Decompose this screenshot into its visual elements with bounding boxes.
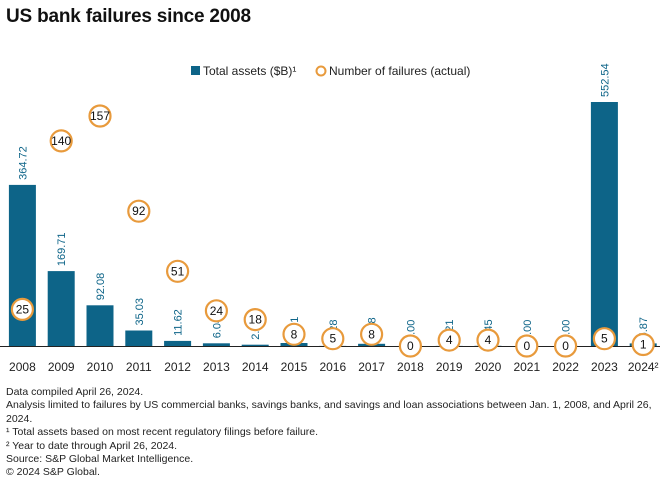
footnote-source: Source: S&P Global Market Intelligence. [6, 453, 194, 466]
failure-circle [476, 328, 500, 352]
failure-marker: 51 [166, 259, 190, 283]
x-tick-label: 2008 [9, 360, 36, 374]
failure-count-label: 4 [485, 333, 492, 347]
failure-circle [88, 104, 112, 128]
bar-total-assets-2013 [202, 343, 230, 346]
bar-total-assets-2008 [8, 184, 36, 346]
failure-count-label: 140 [51, 134, 71, 148]
failure-count-label: 8 [368, 327, 375, 341]
failure-circle [398, 334, 422, 358]
x-tick-label: 2018 [397, 360, 424, 374]
legend-label-failures: Number of failures (actual) [329, 64, 470, 78]
x-tick-label: 2012 [164, 360, 191, 374]
footnote-data-compiled: Data compiled April 26, 2024. [6, 386, 144, 398]
failure-marker: 18 [243, 308, 267, 332]
bar-total-assets-2023 [590, 102, 618, 346]
failure-marker: 24 [204, 299, 228, 323]
x-tick-label: 2017 [358, 360, 385, 374]
bar-total-assets-2011 [125, 330, 153, 346]
failure-count-label: 51 [171, 264, 185, 278]
failure-circle [10, 297, 34, 321]
failure-circle [592, 327, 617, 351]
bar-value-label: 169.71 [56, 232, 68, 266]
chart-area: Total assets ($B)¹ Number of failures (ac… [0, 63, 660, 374]
failure-count-label: 18 [249, 313, 263, 327]
failure-circle [49, 129, 73, 153]
bar-total-assets-2012 [164, 340, 192, 346]
failure-count-label: 8 [291, 327, 298, 341]
failure-marker: 0 [515, 334, 539, 358]
x-tick-label: 2022 [552, 360, 579, 374]
bar-value-label: 6.04 [211, 317, 223, 338]
bar-total-assets-2010 [86, 305, 114, 346]
failure-circle [127, 199, 151, 223]
failure-circle [243, 308, 267, 332]
failure-marker: 25 [10, 297, 34, 321]
bar-value-label: 552.54 [599, 63, 611, 97]
failure-circle [553, 334, 578, 358]
x-tick-label: 2014 [242, 360, 269, 374]
x-tick-label: 2016 [319, 360, 346, 374]
failure-marker: 8 [282, 322, 306, 346]
x-tick-label: 2013 [203, 360, 230, 374]
legend-label-total-assets: Total assets ($B)¹ [203, 64, 296, 78]
failure-marker: 0 [553, 334, 578, 358]
footnote-year-to-date: ² Year to date through April 26, 2024. [6, 439, 178, 452]
failure-count-label: 0 [523, 339, 530, 353]
legend: Total assets ($B)¹ Number of failures (ac… [191, 64, 470, 78]
failure-count-label: 1 [640, 338, 647, 352]
failure-marker: 140 [49, 129, 73, 153]
failure-circle [437, 328, 461, 352]
x-tick-label: 2009 [48, 360, 75, 374]
footnote-total-assets: ¹ Total assets based on most recent regu… [6, 426, 319, 439]
chart-title: US bank failures since 2008 [6, 6, 251, 27]
failure-circle [282, 322, 306, 346]
failure-circle [515, 334, 539, 358]
failure-marker: 8 [360, 322, 384, 346]
failure-circle [166, 259, 190, 283]
failure-count-label: 24 [210, 304, 224, 318]
failure-marker: 157 [88, 104, 112, 128]
failure-circle [360, 322, 384, 346]
x-tick-label: 2021 [513, 360, 540, 374]
failure-marker: 1 [631, 332, 655, 357]
failure-count-label: 0 [562, 339, 569, 353]
bar-value-label: 92.08 [95, 273, 107, 301]
bar-total-assets-2009 [47, 271, 75, 346]
legend-swatch-total-assets [191, 66, 200, 75]
failure-count-label: 5 [329, 332, 336, 346]
bar-value-label: 5.87 [638, 317, 650, 338]
legend-marker-failures [315, 65, 327, 77]
x-tick-label: 2020 [475, 360, 502, 374]
failure-count-label: 157 [90, 109, 110, 123]
x-tick-label: 2010 [87, 360, 114, 374]
bar-value-label: 364.72 [17, 146, 29, 180]
bar-total-assets-2014 [241, 344, 269, 346]
failure-count-label: 25 [16, 302, 30, 316]
footnote-copyright: © 2024 S&P Global. [6, 466, 100, 479]
failure-count-label: 5 [601, 332, 608, 346]
failure-count-label: 92 [132, 204, 146, 218]
failure-marker: 5 [592, 327, 617, 351]
x-tick-label: 2019 [436, 360, 463, 374]
footnotes: Data compiled April 26, 2024. Analysis l… [6, 386, 656, 480]
bar-value-label: 11.62 [173, 309, 185, 336]
failure-circle [204, 299, 228, 323]
failure-marker: 92 [127, 199, 151, 223]
footnote-analysis-scope: Analysis limited to failures by US comme… [6, 399, 652, 425]
failure-marker: 5 [321, 327, 345, 351]
x-tick-label: 2024² [628, 360, 659, 374]
failure-count-label: 0 [407, 339, 414, 353]
failure-circle [631, 332, 655, 357]
failure-marker: 4 [476, 328, 500, 352]
x-tick-label: 2023 [591, 360, 618, 374]
failure-count-label: 4 [446, 333, 453, 347]
failure-marker: 4 [437, 328, 461, 352]
bar-value-label: 35.03 [134, 298, 146, 326]
failure-circle [321, 327, 345, 351]
x-tick-label: 2015 [281, 360, 308, 374]
failure-marker: 0 [398, 334, 422, 358]
x-tick-label: 2011 [126, 360, 152, 374]
